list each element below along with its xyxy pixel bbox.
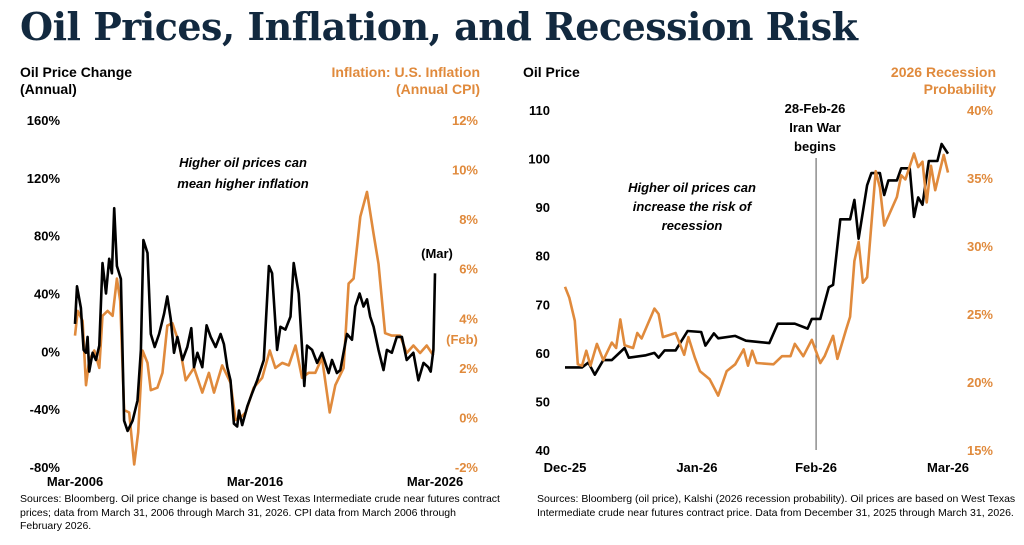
x-tick-label: Mar-2006 (47, 474, 103, 489)
y-tick-label: 40% (34, 287, 60, 302)
y2-tick-label: 30% (967, 239, 993, 254)
annotation-line: Higher oil prices can (179, 155, 307, 170)
y2-tick-label: 0% (459, 410, 478, 425)
event-line: Iran War (789, 120, 841, 135)
left-axis-title: Oil Price Change (Annual) (20, 64, 132, 98)
y-tick-label: 160% (27, 113, 61, 128)
oil-price-axis-title: Oil Price (523, 64, 580, 81)
y2-tick-label: 35% (967, 171, 993, 186)
y2-tick-label: 10% (452, 163, 478, 178)
right-axis-title: Inflation: U.S. Inflation (Annual CPI) (331, 64, 480, 98)
y-tick-label: 70 (536, 297, 550, 312)
annotation-line: increase the risk of (633, 199, 753, 214)
y2-tick-label: 15% (967, 443, 993, 458)
y-tick-label: -80% (30, 460, 61, 475)
x-tick-label: Dec-25 (544, 460, 587, 475)
x-tick-label: Mar-26 (927, 460, 969, 475)
recession-axis-title: 2026 Recession Probability (891, 64, 996, 98)
oil-price-axis-title-line: Oil Price (523, 64, 580, 80)
right-axis-title-line: Inflation: U.S. Inflation (331, 64, 480, 80)
y-tick-label: 80 (536, 249, 550, 264)
y-tick-label: 100 (528, 152, 550, 167)
left-sources: Sources: Bloomberg. Oil price change is … (20, 493, 500, 532)
x-tick-label: Mar-2026 (407, 474, 463, 489)
series-line-orange (73, 190, 435, 466)
event-line: 28-Feb-26 (785, 101, 846, 116)
right-axis-title-line: (Annual CPI) (396, 81, 480, 97)
y2-tick-label: 20% (967, 375, 993, 390)
label-mar: (Mar) (421, 246, 453, 261)
y-tick-label: 120% (27, 171, 61, 186)
x-tick-label: Mar-2016 (227, 474, 283, 489)
y2-tick-label: 2% (459, 361, 478, 376)
y-tick-label: 80% (34, 229, 60, 244)
right-sources: Sources: Bloomberg (oil price), Kalshi (… (537, 493, 1016, 519)
y2-tick-label: 8% (459, 212, 478, 227)
x-tick-label: Jan-26 (676, 460, 717, 475)
y-tick-label: -40% (30, 402, 61, 417)
y2-tick-label: 40% (967, 103, 993, 118)
y2-tick-label: -2% (455, 460, 479, 475)
left-annotations: Higher oil prices can mean higher inflat… (177, 155, 478, 347)
y-tick-label: 50 (536, 394, 550, 409)
series-line-black (73, 206, 437, 433)
right-annotations: 28-Feb-26 Iran War begins Higher oil pri… (628, 101, 845, 233)
y-tick-label: 90 (536, 200, 550, 215)
event-line: begins (794, 139, 836, 154)
right-chart: 110 100 90 80 70 60 50 40 40% 35% 30% 25% 20% 15% Dec-… (528, 103, 993, 475)
y-tick-label: 0% (41, 344, 60, 359)
recession-axis-title-line: Probability (923, 81, 996, 97)
annotation-line: Higher oil prices can (628, 180, 756, 195)
y2-tick-label: 6% (459, 262, 478, 277)
label-feb: (Feb) (446, 332, 478, 347)
x-tick-label: Feb-26 (795, 460, 837, 475)
y2-tick-label: 12% (452, 113, 478, 128)
series-line-black (565, 142, 950, 377)
y2-tick-label: 25% (967, 307, 993, 322)
left-chart: 160% 120% 80% 40% 0% -40% -80% 12% 10% 8% 6% 4% 2% 0%… (27, 113, 479, 489)
y-tick-label: 110 (529, 103, 550, 118)
recession-axis-title-line: 2026 Recession (890, 64, 996, 80)
annotation-line: recession (662, 218, 723, 233)
annotation-line: mean higher inflation (177, 176, 309, 191)
y-tick-label: 60 (536, 346, 550, 361)
page-title: Oil Prices, Inflation, and Recession Ris… (20, 4, 858, 49)
y2-tick-label: 4% (459, 311, 478, 326)
left-axis-title-line: Oil Price Change (20, 64, 133, 80)
y-tick-label: 40 (536, 443, 550, 458)
series-line-orange (563, 152, 950, 397)
left-axis-title-line: (Annual) (20, 81, 77, 97)
